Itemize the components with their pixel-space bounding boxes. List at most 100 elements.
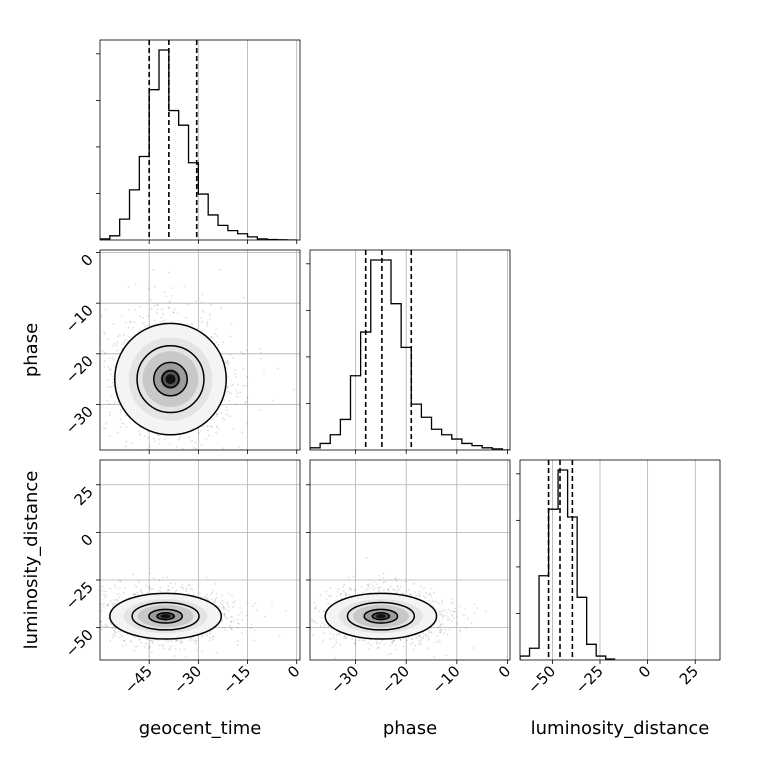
scatter-point xyxy=(159,586,162,589)
hist-panel-phase xyxy=(306,249,511,454)
scatter-point xyxy=(253,629,256,632)
y-axis-label-phase: phase xyxy=(21,323,42,377)
scatter-point xyxy=(135,585,138,588)
scatter-point xyxy=(205,598,208,600)
scatter-point xyxy=(110,395,113,398)
scatter-point xyxy=(114,401,116,404)
scatter-point xyxy=(140,588,143,591)
scatter-point xyxy=(223,614,226,617)
scatter-point xyxy=(387,588,390,591)
scatter-point xyxy=(149,299,152,301)
scatter-point xyxy=(123,422,125,425)
scatter-point xyxy=(476,607,479,609)
scatter-point xyxy=(191,322,193,325)
scatter-point xyxy=(148,587,150,590)
scatter-point xyxy=(272,399,275,402)
scatter-point xyxy=(166,589,169,592)
scatter-point xyxy=(209,318,212,320)
scatter-point xyxy=(348,586,351,589)
scatter-point xyxy=(447,615,450,618)
scatter-point xyxy=(242,368,245,370)
scatter-point xyxy=(107,338,110,340)
scatter-point xyxy=(410,638,413,640)
scatter-point xyxy=(104,333,107,336)
scatter-point xyxy=(101,349,104,352)
scatter-point xyxy=(174,640,177,643)
scatter-point xyxy=(409,643,412,645)
scatter-point xyxy=(320,616,323,619)
scatter-point xyxy=(175,445,178,448)
scatter-point xyxy=(237,446,240,449)
scatter-point xyxy=(336,590,339,593)
scatter-point xyxy=(105,422,108,425)
scatter-point xyxy=(343,635,346,638)
scatter-point xyxy=(215,652,218,654)
density-contour xyxy=(153,361,188,397)
scatter-point xyxy=(234,376,237,379)
scatter-point xyxy=(395,580,398,583)
x-axis-label-luminosity_distance: luminosity_distance xyxy=(531,718,710,739)
scatter-point xyxy=(162,313,164,316)
scatter-point xyxy=(115,598,118,601)
scatter-point xyxy=(382,588,385,591)
scatter-point xyxy=(212,638,215,641)
hist-panel-phase-border xyxy=(309,249,511,451)
scatter-point xyxy=(113,629,116,632)
scatter-point xyxy=(135,645,138,648)
scatter-point xyxy=(259,357,262,360)
scatter-point xyxy=(75,617,77,619)
scatter-point xyxy=(103,360,106,362)
scatter-point xyxy=(339,593,342,596)
scatter-point xyxy=(113,584,116,587)
scatter-point xyxy=(425,633,428,636)
scatter-point xyxy=(143,645,146,648)
scatter-point xyxy=(249,627,252,630)
scatter-point xyxy=(393,640,396,642)
scatter-point xyxy=(438,631,441,634)
scatter-point xyxy=(419,639,422,641)
scatter-point xyxy=(440,613,442,616)
scatter-point xyxy=(245,423,248,425)
scatter-point xyxy=(227,375,229,378)
scatter-point xyxy=(424,596,427,599)
scatter-point xyxy=(323,610,326,613)
scatter-point xyxy=(444,614,447,617)
scatter-point xyxy=(180,642,182,645)
scatter-point xyxy=(423,587,425,589)
scatter-point xyxy=(102,605,105,608)
scatter-point xyxy=(87,614,89,616)
scatter-point xyxy=(443,609,446,611)
scatter-point xyxy=(94,641,96,643)
scatter-point xyxy=(451,614,454,617)
scatter-point xyxy=(123,334,126,337)
scatter-point xyxy=(391,640,394,642)
scatter-point xyxy=(453,610,456,613)
scatter-point xyxy=(168,271,171,274)
scatter-point xyxy=(133,649,136,652)
scatter-point xyxy=(396,589,399,592)
scatter-point xyxy=(217,454,219,456)
scatter-point xyxy=(215,596,218,599)
scatter-point xyxy=(168,443,171,446)
scatter-point xyxy=(253,639,256,642)
scatter-point xyxy=(112,323,115,326)
scatter-point xyxy=(131,442,133,444)
scatter-point xyxy=(396,586,399,589)
scatter-point xyxy=(113,598,116,601)
scatter-point xyxy=(86,285,88,287)
scatter-point xyxy=(228,400,231,402)
scatter-point xyxy=(156,308,159,311)
scatter-point xyxy=(134,593,136,596)
scatter-point xyxy=(448,618,451,621)
scatter-point xyxy=(137,580,140,583)
scatter-point xyxy=(115,344,118,347)
scatter-point xyxy=(427,638,430,641)
scatter-point xyxy=(232,356,235,359)
scatter-point xyxy=(311,633,314,636)
scatter-point xyxy=(314,607,317,610)
scatter-point xyxy=(430,602,433,605)
scatter-point xyxy=(344,591,347,594)
scatter-point xyxy=(335,639,338,641)
scatter-point xyxy=(361,639,364,642)
scatter-point xyxy=(334,599,337,602)
